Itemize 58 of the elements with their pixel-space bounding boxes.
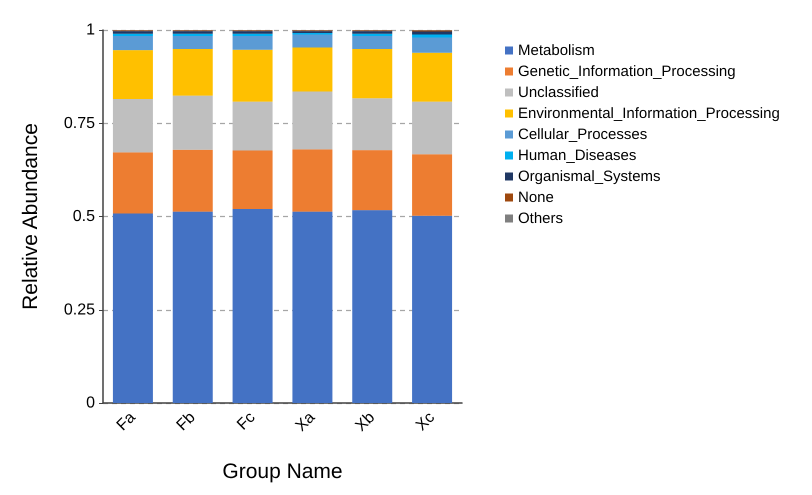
bar (172, 96, 213, 150)
bar (112, 50, 153, 100)
legend-label: Cellular_Processes (518, 126, 648, 143)
legend-label: Genetic_Information_Processing (518, 63, 736, 80)
bar (112, 31, 153, 34)
bar (412, 34, 452, 38)
bar (412, 52, 452, 102)
y-tick-label: 1 (86, 22, 96, 38)
bar (232, 36, 273, 50)
bar (112, 152, 153, 214)
bar (352, 98, 392, 150)
bar (352, 210, 392, 403)
bar (352, 150, 392, 210)
bar (232, 209, 273, 403)
legend-label: Others (518, 210, 564, 227)
bar (232, 150, 273, 210)
legend-label: Organismal_Systems (518, 168, 661, 185)
bar (292, 149, 332, 212)
bar (232, 102, 273, 150)
legend-label: None (518, 189, 554, 206)
bar (412, 154, 452, 216)
bar (112, 36, 153, 50)
bar (112, 99, 153, 152)
bar (172, 212, 213, 403)
bar (172, 36, 213, 50)
y-tick-label: 0 (86, 394, 96, 412)
bar (292, 34, 332, 48)
bar (412, 37, 452, 53)
bar (172, 49, 213, 96)
y-tick-label: 0.5 (72, 208, 96, 225)
bar (352, 49, 392, 98)
bar (172, 150, 213, 212)
y-axis-title: Relative Abundance (19, 123, 42, 310)
bar (412, 102, 452, 154)
bar (352, 31, 392, 34)
bar (412, 31, 452, 34)
legend-label: Metabolism (518, 42, 595, 59)
x-tick-label: Xb (352, 408, 378, 435)
y-tick-label: 0.25 (64, 301, 96, 318)
bar (232, 31, 273, 34)
bar (292, 48, 332, 92)
x-tick-label: Fc (234, 408, 259, 434)
bar (412, 216, 452, 403)
x-tick-label: Fb (174, 408, 199, 434)
x-tick-label: Xc (412, 408, 438, 434)
bar (172, 31, 213, 34)
x-tick-label: Fa (114, 408, 140, 434)
y-tick-label: 0.75 (64, 114, 96, 132)
bar (352, 36, 392, 50)
legend-label: Human_Diseases (518, 147, 636, 164)
legend-label: Unclassified (518, 84, 599, 101)
bar (112, 214, 153, 403)
x-axis-title: Group Name (222, 460, 343, 483)
legend-label: Environmental_Information_Processing (518, 105, 780, 122)
x-tick-label: Xa (292, 408, 318, 435)
bar (232, 50, 273, 102)
bar (292, 92, 332, 150)
bar (292, 212, 332, 403)
